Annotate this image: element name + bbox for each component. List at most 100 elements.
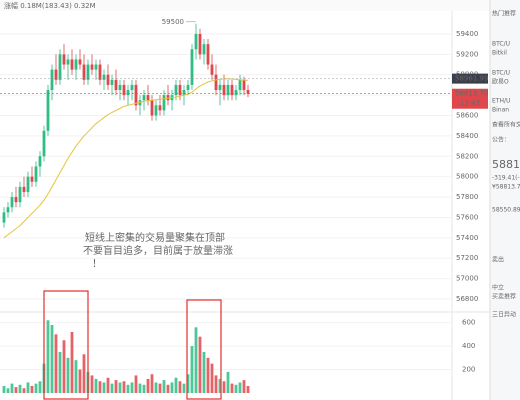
side-panel-text: ¥58813.70 (492, 184, 520, 191)
candle-body (78, 59, 82, 65)
candle-body (190, 49, 194, 85)
moving-average (3, 78, 249, 239)
candle-body (102, 74, 106, 80)
volume-bar (122, 381, 126, 393)
volume-bar (138, 383, 142, 393)
candle-body (94, 64, 98, 70)
volume-bar (98, 381, 102, 393)
candle-body (14, 197, 18, 203)
candle-body (26, 176, 30, 192)
volume-bar (94, 378, 98, 393)
volume-bar (114, 380, 118, 393)
side-panel-text: 卖出 (492, 256, 504, 264)
candle-body (146, 95, 150, 101)
high-marker-label: 59500 (162, 18, 184, 26)
y-tick-label: 57800 (456, 193, 478, 201)
candle-body (242, 79, 246, 91)
candle-body (62, 54, 66, 65)
volume-bar (198, 336, 202, 393)
candle-body (186, 84, 190, 91)
side-panel-text: 热门推荐 (492, 10, 516, 18)
candle-body (178, 84, 182, 96)
volume-bar (90, 375, 94, 393)
last-price-label: 58813.70 (455, 90, 488, 98)
side-panel-text: 58550.89 (492, 207, 520, 214)
side-panel-text: 三日异动 (492, 312, 516, 319)
candle-body (18, 186, 22, 203)
annotation-text: 短线上密集的交易量聚集在顶部 (85, 231, 225, 244)
candle-body (130, 84, 134, 91)
volume-bar (174, 377, 178, 393)
candle-body (222, 84, 226, 96)
side-panel-text[interactable]: Binan (492, 107, 509, 114)
annotation-text: ！ (92, 259, 102, 270)
side-panel-text[interactable]: ETH/U (492, 98, 510, 105)
volume-bar (70, 332, 74, 393)
header-bar (0, 0, 490, 11)
candle-body (10, 197, 14, 208)
y-tick-label: 59400 (456, 30, 478, 38)
candle-body (246, 90, 250, 94)
volume-bar (182, 383, 186, 393)
volume-bar (242, 380, 246, 393)
candle-body (50, 69, 54, 91)
side-panel-text[interactable]: BTC/U (492, 70, 510, 77)
volume-bar (178, 381, 182, 393)
volume-tick-label: 400 (462, 342, 475, 350)
side-panel-text[interactable]: 查看所有交易 (492, 121, 520, 129)
candle-body (38, 156, 42, 167)
volume-bar (106, 377, 110, 393)
candle-body (166, 95, 170, 101)
volume-bar (170, 382, 174, 393)
volume-bar (222, 381, 226, 393)
y-tick-label: 58400 (456, 132, 478, 140)
candle-body (154, 105, 158, 116)
y-tick-label: 57400 (456, 234, 478, 242)
volume-bar (110, 383, 114, 393)
volume-bar (102, 382, 106, 393)
volume-bar (46, 320, 50, 393)
side-panel-text[interactable]: BTC/U (492, 41, 510, 48)
volume-bar (154, 382, 158, 393)
candle-body (70, 59, 74, 70)
volume-bar (2, 385, 6, 393)
volume-bar (142, 384, 146, 393)
candle-body (22, 186, 26, 192)
volume-bar (38, 381, 42, 393)
volume-bar (226, 371, 230, 393)
y-tick-label: 58200 (456, 152, 478, 160)
candle-body (182, 90, 186, 96)
candle-body (110, 79, 114, 85)
volume-bar (10, 383, 14, 393)
volume-bar (214, 375, 218, 393)
candle-body (214, 74, 218, 91)
candle-body (162, 95, 166, 111)
candle-body (74, 59, 78, 70)
candle-body (6, 207, 10, 213)
volume-bar (74, 360, 78, 393)
volume-bar (34, 383, 38, 393)
ref-price-box (452, 73, 488, 84)
volume-bar (58, 351, 62, 393)
candle-body (82, 64, 86, 80)
candle-body (106, 74, 110, 85)
candle-body (66, 59, 70, 65)
volume-tick-label: 600 (462, 319, 475, 327)
candle-body (234, 90, 238, 96)
highlight-box (186, 299, 222, 400)
volume-bar (238, 382, 242, 393)
side-panel (490, 0, 520, 400)
volume-bar (30, 385, 34, 393)
side-panel-text[interactable]: Bitkil (492, 50, 507, 57)
volume-bar (150, 374, 154, 393)
side-panel-text[interactable]: 欧易O (492, 78, 509, 86)
volume-bar (234, 384, 238, 393)
volume-bar (162, 380, 166, 393)
candle-body (202, 44, 206, 55)
volume-bar (126, 384, 130, 393)
candle-body (58, 54, 62, 80)
y-tick-label: 56800 (456, 295, 478, 303)
volume-bar (134, 375, 138, 393)
side-panel-text: 公告： (492, 136, 510, 144)
